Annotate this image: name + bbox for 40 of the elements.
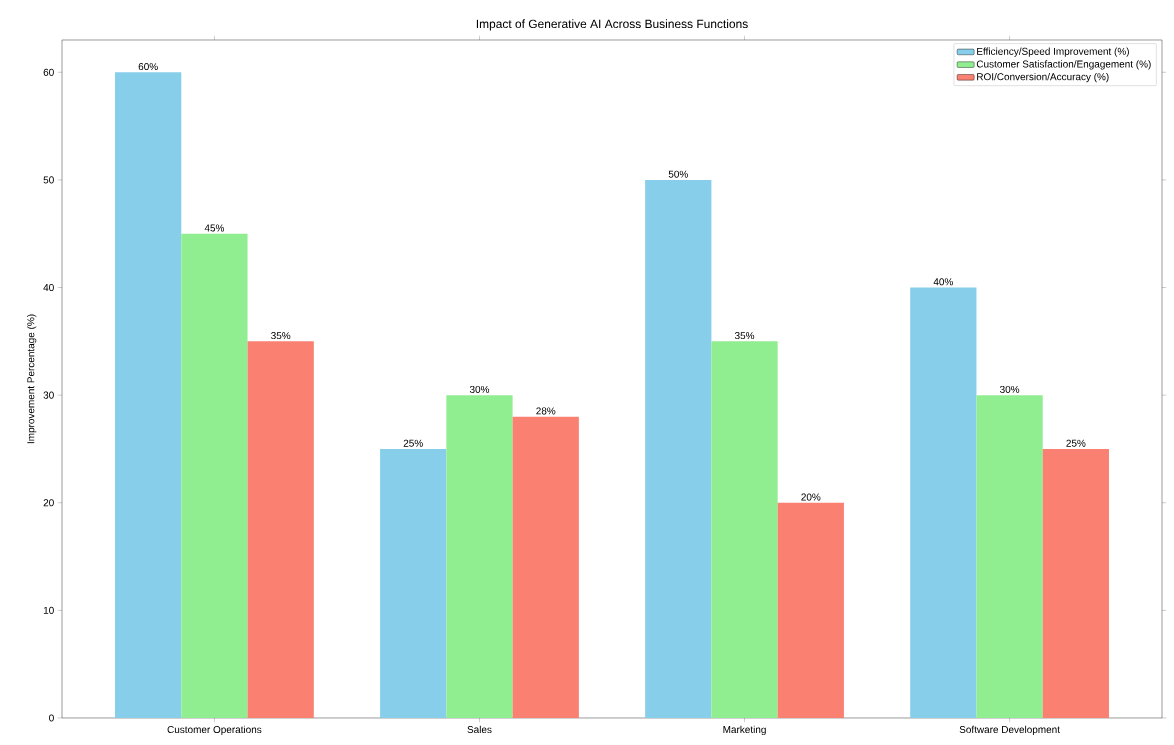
bar (247, 341, 314, 718)
data-label: 35% (734, 332, 755, 340)
legend-label: ROI/Conversion/Accuracy (%) (977, 72, 1109, 83)
bar (711, 341, 778, 718)
data-label: 28% (536, 407, 556, 415)
data-label: 45% (204, 224, 225, 232)
y-tick-label: 40 (43, 283, 54, 292)
x-tick-label: Marketing (723, 725, 766, 736)
y-tick-label: 0 (49, 714, 54, 722)
data-label: 30% (469, 385, 490, 393)
legend-label: Efficiency/Speed Improvement (%) (977, 47, 1129, 57)
data-label: 35% (271, 332, 291, 340)
bar (910, 287, 977, 718)
data-label: 40% (933, 278, 953, 286)
bar (446, 395, 513, 718)
y-tick-label: 10 (43, 606, 54, 614)
data-label: 25% (1066, 439, 1086, 447)
chart-title: Impact of Generative AI Across Business Functions (476, 19, 748, 31)
bar (380, 448, 447, 718)
y-axis-title: Improvement Percentage (%) (27, 314, 37, 444)
x-tick-label: Customer Operations (167, 725, 262, 736)
bar (645, 179, 712, 718)
bar (777, 502, 844, 718)
bar (181, 233, 248, 718)
x-tick-label: Software Development (959, 725, 1060, 736)
bar (1042, 448, 1109, 718)
bar (512, 416, 579, 718)
bar (115, 72, 182, 718)
legend-label: Customer Satisfaction/Engagement (%) (976, 60, 1151, 70)
y-tick-label: 30 (43, 391, 54, 399)
bar (976, 395, 1043, 718)
data-label: 20% (801, 493, 821, 501)
data-label: 30% (1000, 385, 1020, 393)
data-label: 25% (403, 439, 423, 447)
data-label: 60% (138, 63, 158, 71)
x-tick-label: Sales (467, 725, 492, 734)
y-tick-label: 50 (43, 176, 54, 184)
data-label: 50% (668, 170, 688, 178)
y-tick-label: 20 (43, 499, 54, 507)
y-tick-label: 60 (43, 68, 54, 76)
